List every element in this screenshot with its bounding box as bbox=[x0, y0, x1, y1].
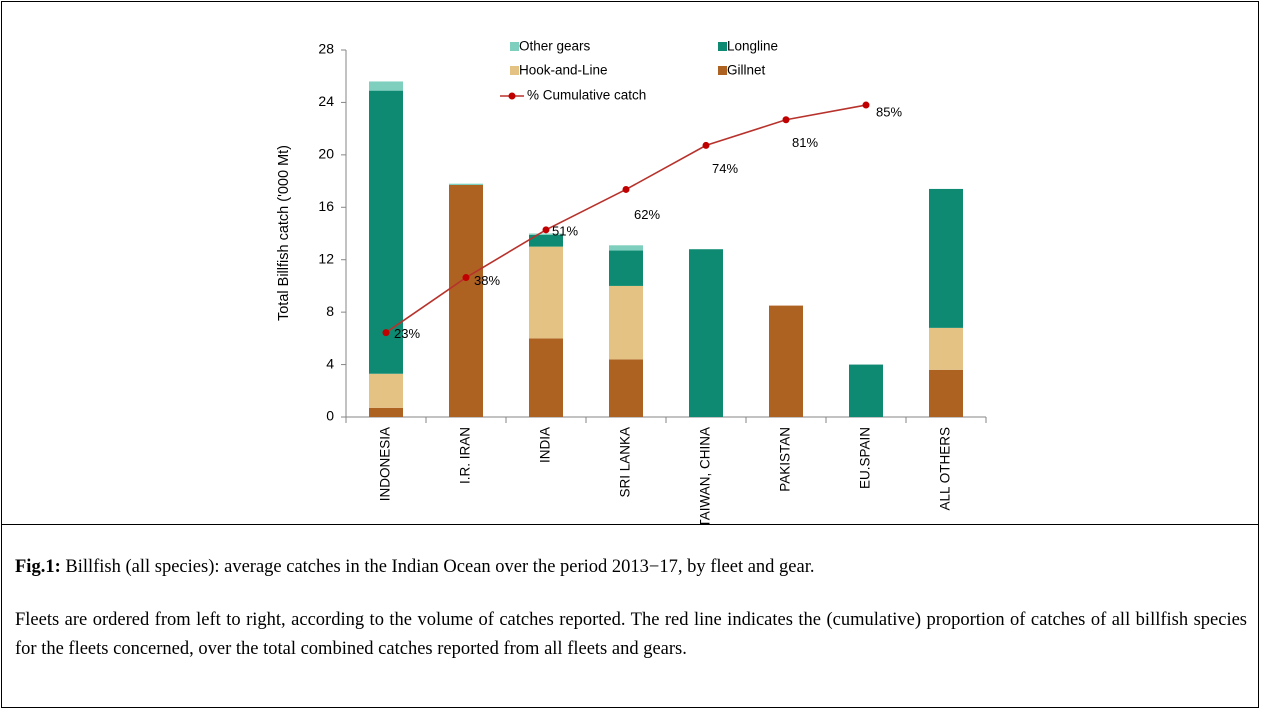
divider bbox=[1, 524, 1259, 525]
y-tick-label: 28 bbox=[318, 41, 334, 57]
legend-label: % Cumulative catch bbox=[527, 88, 646, 103]
x-tick-label: INDONESIA bbox=[378, 427, 393, 501]
bar-segment bbox=[609, 245, 643, 251]
bar-segment bbox=[929, 369, 963, 417]
line-marker bbox=[382, 329, 390, 337]
bar-segment bbox=[609, 250, 643, 286]
bar-segment bbox=[449, 185, 483, 417]
bar-segment bbox=[369, 81, 403, 91]
x-tick-label: ALL OTHERS bbox=[938, 427, 953, 511]
y-tick-label: 12 bbox=[318, 250, 334, 266]
legend-label: Gillnet bbox=[727, 63, 766, 78]
bar-segment bbox=[529, 338, 563, 417]
bar-segment bbox=[929, 188, 963, 328]
data-label: 62% bbox=[634, 207, 660, 222]
legend-label: Longline bbox=[727, 39, 778, 54]
x-tick-label: SRI LANKA bbox=[618, 427, 633, 498]
bar-segment bbox=[529, 246, 563, 339]
y-axis-label: Total Billfish catch ('000 Mt) bbox=[276, 145, 292, 321]
bar-segment bbox=[929, 327, 963, 370]
x-tick-label: TAIWAN, CHINA bbox=[698, 427, 713, 524]
legend-label: Hook-and-Line bbox=[519, 63, 608, 78]
y-tick-label: 0 bbox=[326, 408, 334, 424]
legend-swatch bbox=[510, 66, 519, 75]
line-marker bbox=[462, 274, 470, 282]
bar-segment bbox=[849, 364, 883, 417]
legend-swatch bbox=[718, 66, 727, 75]
line-marker bbox=[782, 116, 790, 124]
legend-swatch bbox=[718, 42, 727, 51]
data-label: 23% bbox=[394, 326, 420, 341]
caption-note: Fleets are ordered from left to right, a… bbox=[15, 610, 1247, 659]
bar-segment bbox=[689, 249, 723, 417]
data-label: 85% bbox=[876, 104, 902, 119]
legend-label: Other gears bbox=[519, 39, 591, 54]
bar-segment bbox=[609, 285, 643, 360]
chart: Total Billfish catch ('000 Mt) 0 4 8 12 16 20… bbox=[276, 39, 987, 524]
bar-segment bbox=[529, 234, 563, 247]
caption-title: Fig.1: Billfish (all species): average c… bbox=[15, 553, 1247, 582]
x-tick-label: I.R. IRAN bbox=[458, 427, 473, 484]
bar-segment bbox=[369, 373, 403, 408]
bar-segment bbox=[609, 359, 643, 417]
x-tick-label: EU.SPAIN bbox=[858, 427, 873, 489]
y-tick-label: 24 bbox=[318, 93, 334, 109]
line-marker bbox=[702, 141, 710, 149]
line-marker bbox=[542, 226, 550, 234]
data-label: 38% bbox=[474, 273, 500, 288]
data-label: 81% bbox=[792, 135, 818, 150]
bar-segment bbox=[369, 90, 403, 374]
legend-swatch bbox=[510, 42, 519, 51]
y-tick-label: 16 bbox=[318, 198, 334, 214]
caption-label: Fig.1: bbox=[15, 557, 61, 577]
bar-segment bbox=[369, 407, 403, 417]
x-tick-label: PAKISTAN bbox=[778, 427, 793, 492]
bar-segment bbox=[769, 305, 803, 417]
line-marker bbox=[622, 185, 630, 193]
caption-text: Billfish (all species): average catches … bbox=[65, 557, 815, 577]
x-tick-label: INDIA bbox=[538, 427, 553, 463]
data-label: 74% bbox=[712, 161, 738, 176]
y-tick-label: 20 bbox=[318, 146, 334, 162]
bar-segment bbox=[529, 233, 563, 235]
y-tick-label: 4 bbox=[326, 355, 334, 371]
legend-marker bbox=[508, 92, 516, 100]
bar-segment bbox=[449, 183, 483, 186]
caption: Fig.1: Billfish (all species): average c… bbox=[15, 553, 1247, 688]
data-label: 51% bbox=[552, 223, 578, 238]
line-marker bbox=[862, 101, 870, 109]
y-tick-label: 8 bbox=[326, 303, 334, 319]
